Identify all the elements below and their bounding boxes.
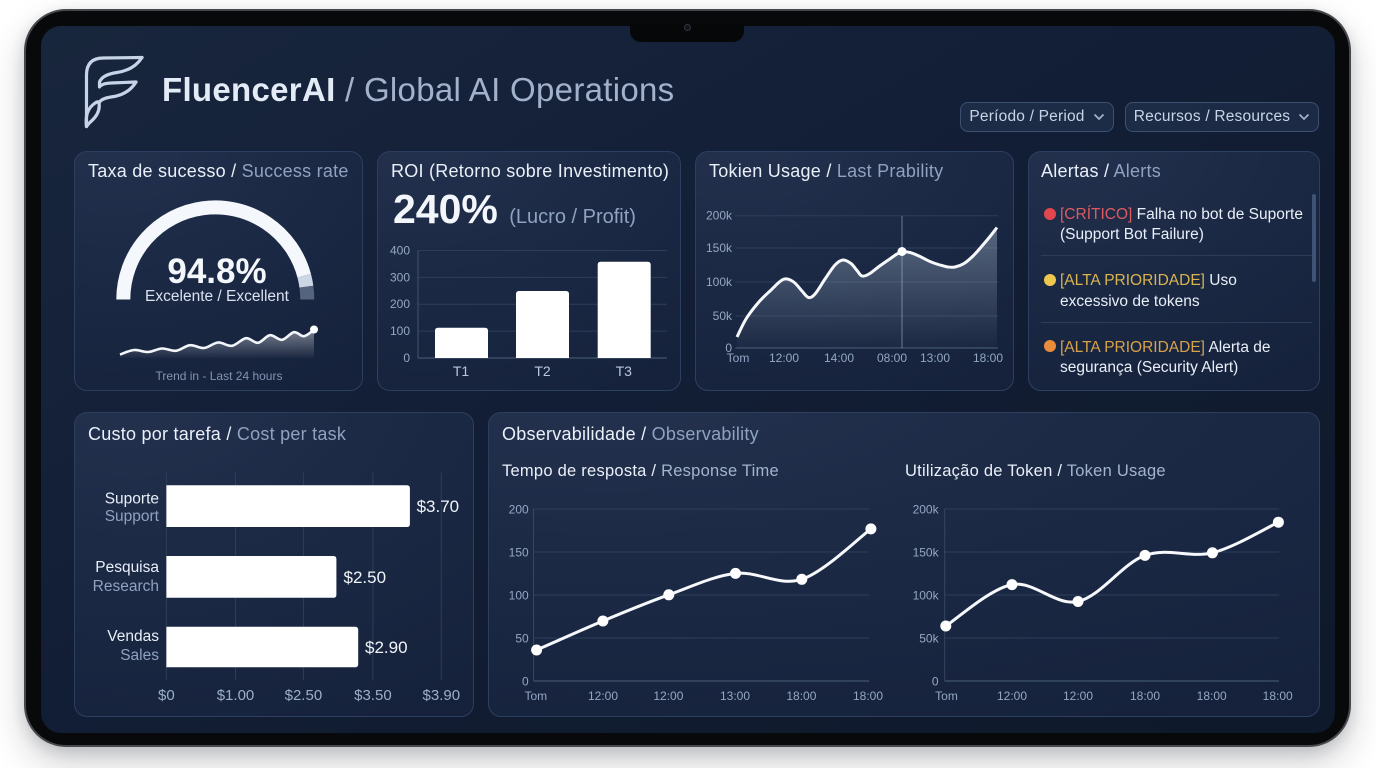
svg-text:$3.70: $3.70 [417,497,460,516]
svg-text:200: 200 [509,503,529,517]
svg-text:Tom: Tom [727,351,750,365]
svg-text:18:00: 18:00 [1130,689,1160,703]
svg-text:12:00: 12:00 [1063,689,1093,703]
svg-text:18:00: 18:00 [973,351,1003,365]
svg-text:50k: 50k [713,309,733,323]
svg-text:Sales: Sales [120,647,159,664]
svg-text:13:00: 13:00 [720,689,750,703]
svg-text:0: 0 [725,341,732,355]
svg-text:$2.50: $2.50 [285,687,323,704]
svg-text:18:00: 18:00 [786,689,816,703]
svg-text:$1.00: $1.00 [217,687,255,704]
svg-text:50: 50 [515,632,529,646]
svg-text:200: 200 [390,297,410,311]
svg-text:100k: 100k [706,275,733,289]
svg-text:Pesquisa: Pesquisa [95,559,159,576]
svg-text:100: 100 [390,324,410,338]
svg-text:400: 400 [390,244,410,258]
svg-text:0: 0 [932,675,939,689]
svg-text:18:00: 18:00 [1263,689,1293,703]
svg-text:$3.90: $3.90 [423,687,461,704]
svg-text:200k: 200k [706,209,733,223]
svg-text:T3: T3 [616,363,633,379]
svg-text:12:00: 12:00 [588,689,618,703]
svg-text:$3.50: $3.50 [354,687,392,704]
svg-text:$0: $0 [158,687,175,704]
svg-text:150k: 150k [913,546,940,560]
svg-text:Vendas: Vendas [107,628,159,645]
svg-text:Tom: Tom [524,689,547,703]
svg-text:0: 0 [403,351,410,365]
svg-text:13:00: 13:00 [920,351,950,365]
svg-text:Research: Research [93,578,159,595]
svg-text:100k: 100k [913,589,940,603]
svg-text:12:00: 12:00 [769,351,799,365]
svg-text:$2.90: $2.90 [365,638,408,657]
svg-text:50k: 50k [919,632,939,646]
svg-text:200k: 200k [913,503,940,517]
svg-text:14:00: 14:00 [824,351,854,365]
svg-text:12:00: 12:00 [653,689,683,703]
svg-text:150k: 150k [706,241,733,255]
svg-text:Support: Support [105,508,160,525]
svg-text:08:00: 08:00 [877,351,907,365]
svg-text:18:00: 18:00 [853,689,883,703]
svg-text:0: 0 [522,675,529,689]
svg-text:150: 150 [509,546,529,560]
svg-text:$2.50: $2.50 [344,568,387,587]
svg-text:T1: T1 [453,363,470,379]
svg-text:Tom: Tom [935,689,958,703]
svg-text:18:00: 18:00 [1197,689,1227,703]
svg-text:100: 100 [509,589,529,603]
svg-text:Suporte: Suporte [105,491,159,508]
svg-text:12:00: 12:00 [997,689,1027,703]
svg-text:300: 300 [390,270,410,284]
svg-text:T2: T2 [534,363,551,379]
